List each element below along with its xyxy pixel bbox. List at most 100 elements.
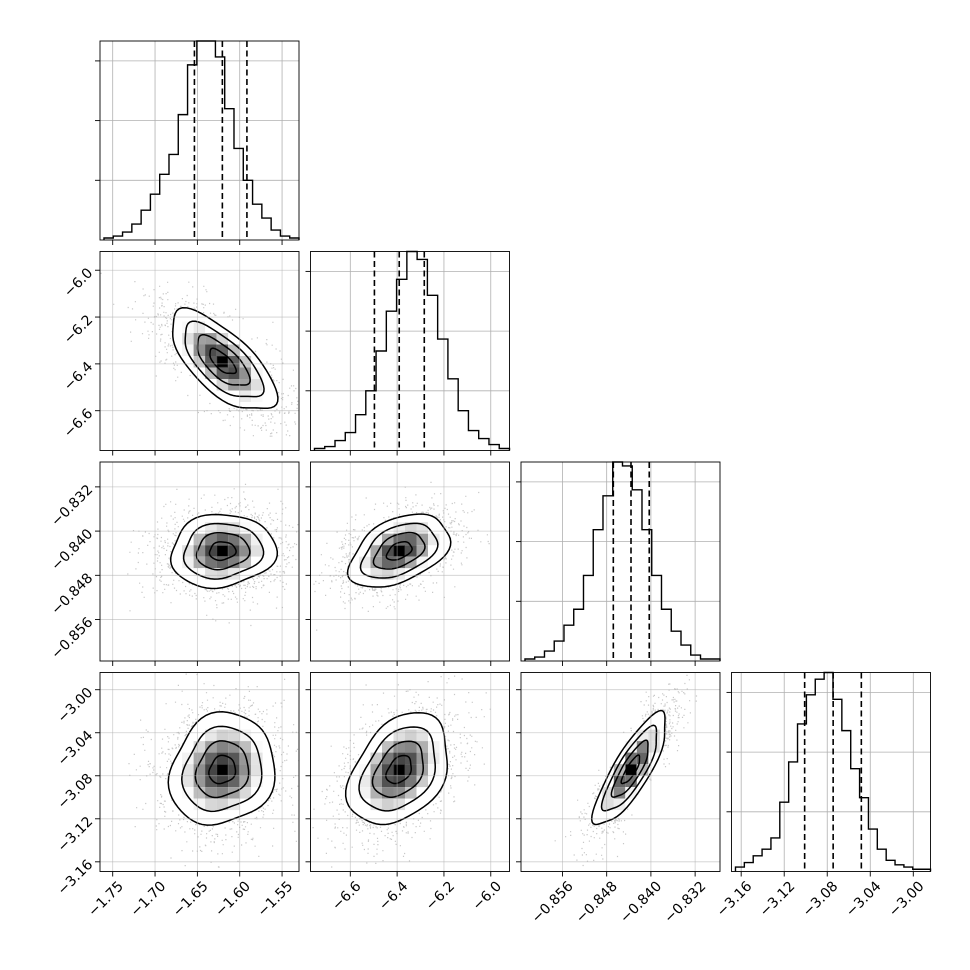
density-cell: [625, 775, 637, 788]
density-cell: [393, 787, 405, 799]
density-cell: [193, 775, 206, 788]
density-cell: [416, 729, 428, 742]
density-cell: [205, 556, 217, 569]
contour-line-2: [610, 739, 649, 798]
contour-line-4: [167, 711, 276, 826]
panel-content: [554, 672, 698, 867]
density-cell: [393, 533, 405, 546]
panel-background: [310, 251, 510, 451]
density-cell: [416, 522, 428, 534]
density-cell: [393, 522, 405, 534]
contour-line-2: [372, 531, 426, 570]
density-cell: [205, 367, 217, 379]
density-cell: [416, 775, 428, 788]
panel-frame: [520, 672, 721, 872]
panel-frame: [310, 672, 510, 872]
density-cell: [251, 545, 263, 557]
contour-line-4: [169, 513, 279, 590]
density-cell: [382, 787, 394, 799]
density-cell: [382, 741, 394, 753]
contour-line-2: [194, 740, 250, 799]
panel-frame: [99, 461, 300, 662]
density-cell: [602, 798, 614, 811]
density-cell: [193, 545, 206, 557]
density-cell: [216, 344, 229, 356]
contour-line-3: [358, 726, 437, 812]
density-cell: [205, 333, 217, 345]
density-cell: [393, 775, 405, 788]
histogram-panel-1: [95, 40, 300, 241]
density-cell: [193, 321, 206, 333]
contour-line-1: [208, 541, 237, 562]
density-cell: [370, 556, 382, 569]
density-cell: [625, 752, 637, 765]
density-cell: [216, 379, 229, 391]
density-cell: [613, 787, 626, 799]
density-peak: [217, 356, 228, 367]
density-cell: [382, 752, 394, 765]
density-cell: [370, 775, 382, 788]
density-cell: [216, 533, 229, 546]
density-cell: [239, 533, 252, 546]
density-cell: [216, 333, 229, 345]
density-cell: [193, 568, 206, 580]
density-cell: [405, 729, 417, 742]
density-cell: [370, 545, 382, 557]
density-cell: [182, 752, 194, 765]
histogram-panel-2: [305, 250, 511, 451]
density-cell: [228, 556, 240, 569]
density-cell: [228, 798, 240, 811]
contour-line-3: [182, 522, 265, 580]
density-cell: [239, 764, 252, 776]
density-cell: [182, 556, 194, 569]
contour-line-4: [344, 711, 449, 826]
density-cell: [228, 545, 240, 557]
density-cell: [251, 533, 263, 546]
density-cell: [393, 752, 405, 765]
density-cell: [193, 344, 206, 356]
density-cell: [216, 787, 229, 799]
density-cell: [382, 798, 394, 811]
density-cell: [370, 533, 382, 546]
density-cell: [228, 775, 240, 788]
density-cell: [216, 568, 229, 580]
density-cell: [228, 764, 240, 776]
density-cell: [251, 556, 263, 569]
density-cell: [193, 787, 206, 799]
density-cell: [228, 752, 240, 765]
density-cell: [216, 752, 229, 765]
density-cell: [251, 379, 263, 391]
density-cell: [370, 798, 382, 811]
density-cell: [405, 522, 417, 534]
density-cell: [216, 522, 229, 534]
panel-background: [731, 672, 931, 872]
density-cell: [239, 787, 252, 799]
density-cell: [193, 533, 206, 546]
density-cell: [428, 533, 440, 546]
density-cell: [193, 764, 206, 776]
contour-line-2: [371, 740, 425, 798]
density-cell: [251, 764, 263, 776]
density-cell: [193, 752, 206, 765]
density-cell: [205, 787, 217, 799]
density-cell: [216, 798, 229, 811]
scatter-points: [313, 481, 490, 631]
density-cell: [228, 533, 240, 546]
density-cell: [205, 533, 217, 546]
panel-background: [521, 462, 720, 661]
density-cell: [239, 356, 252, 368]
density-cell: [251, 775, 263, 788]
panel-content: [100, 272, 299, 437]
density-cell: [636, 729, 649, 742]
density-cell: [239, 741, 252, 753]
density-cell: [182, 333, 194, 345]
density-cell: [393, 798, 405, 811]
density-cell: [228, 741, 240, 753]
density-cell: [193, 356, 206, 368]
density-cell: [405, 533, 417, 546]
scatter-panel-4-1: [99, 672, 300, 872]
density-peak: [394, 545, 405, 556]
density-cell: [182, 344, 194, 356]
contour-line-1: [385, 541, 413, 561]
panel-frame: [520, 461, 721, 662]
